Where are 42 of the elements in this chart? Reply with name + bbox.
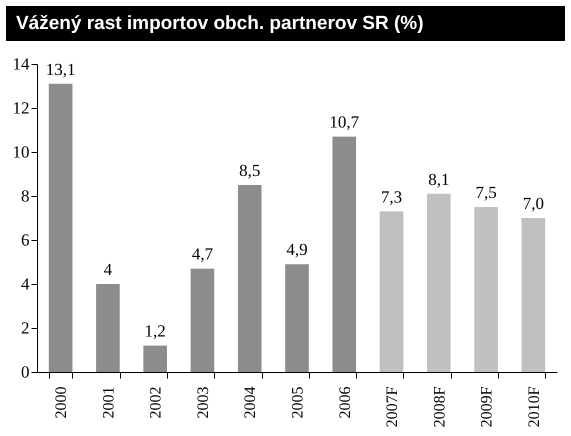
data-label: 1,2 — [144, 322, 166, 341]
data-label: 13,1 — [46, 60, 76, 79]
y-tick-label: 8 — [21, 186, 30, 206]
data-label: 4 — [104, 260, 113, 279]
data-label: 10,7 — [329, 112, 360, 132]
x-tick-label: 2008F — [431, 386, 448, 428]
y-tick-label: 4 — [21, 274, 30, 294]
bar — [238, 185, 262, 372]
x-tick-label: 2002 — [148, 386, 165, 418]
x-tick-label: 2001 — [100, 386, 118, 418]
data-label: 4,7 — [192, 244, 214, 264]
chart-title: Vážený rast importov obch. partnerov SR (%) — [6, 6, 565, 41]
x-tick-label: 2006 — [336, 386, 354, 418]
bar — [474, 207, 498, 372]
y-tick-label: 6 — [21, 230, 30, 250]
x-tick-label: 2000 — [53, 386, 70, 418]
x-tick-label: 2007F — [384, 386, 402, 428]
x-tick-label: 2004 — [242, 386, 260, 418]
bar — [143, 346, 167, 372]
data-label: 7,0 — [522, 194, 544, 213]
bar — [96, 284, 120, 372]
y-tick-label: 14 — [12, 54, 30, 74]
data-label: 4,9 — [286, 240, 308, 260]
bar — [285, 264, 309, 372]
data-label: 8,5 — [239, 161, 260, 180]
y-tick-label: 0 — [21, 362, 30, 382]
x-tick-label: 2003 — [194, 386, 212, 418]
bar — [427, 194, 451, 372]
bar — [48, 84, 72, 372]
data-label: 8,1 — [428, 170, 450, 189]
data-label: 7,3 — [380, 187, 402, 206]
y-tick-label: 2 — [21, 318, 30, 338]
y-tick-label: 10 — [12, 142, 30, 162]
bar — [380, 211, 404, 372]
bar — [522, 218, 546, 372]
data-label: 7,5 — [475, 183, 497, 202]
bar — [190, 268, 214, 372]
y-tick-label: 12 — [12, 98, 30, 118]
x-tick-label: 2005 — [290, 386, 306, 418]
x-tick-label: 2009F — [478, 386, 496, 428]
x-tick-label: 2010F — [526, 386, 543, 428]
bar — [332, 136, 356, 372]
